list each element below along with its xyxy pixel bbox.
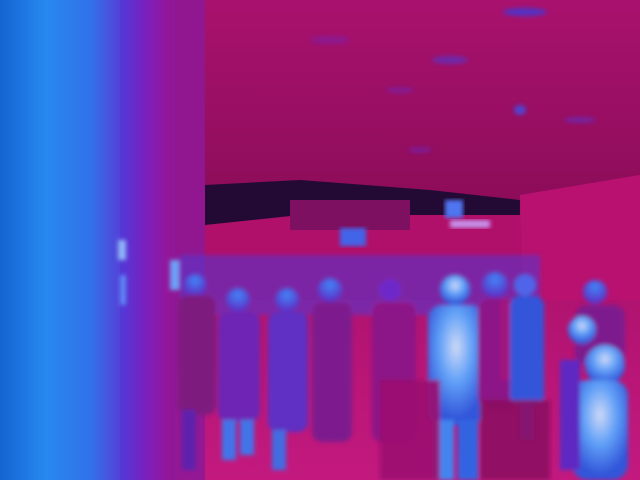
far-wall [290, 200, 410, 230]
person-1 [178, 274, 216, 470]
far-sign-light [450, 220, 490, 228]
person-3 [268, 288, 308, 470]
person-2 [218, 288, 260, 460]
left-pillar [0, 0, 130, 480]
ceiling [200, 0, 640, 205]
crowd [178, 255, 628, 480]
far-door [340, 228, 366, 246]
pillar-edge [120, 0, 175, 480]
ceiling-lights [310, 8, 596, 153]
person-hot-right [560, 280, 628, 480]
person-4 [312, 278, 352, 442]
far-sign [445, 200, 463, 218]
person-hot-center [428, 275, 484, 480]
pillar-highlights [118, 240, 180, 305]
